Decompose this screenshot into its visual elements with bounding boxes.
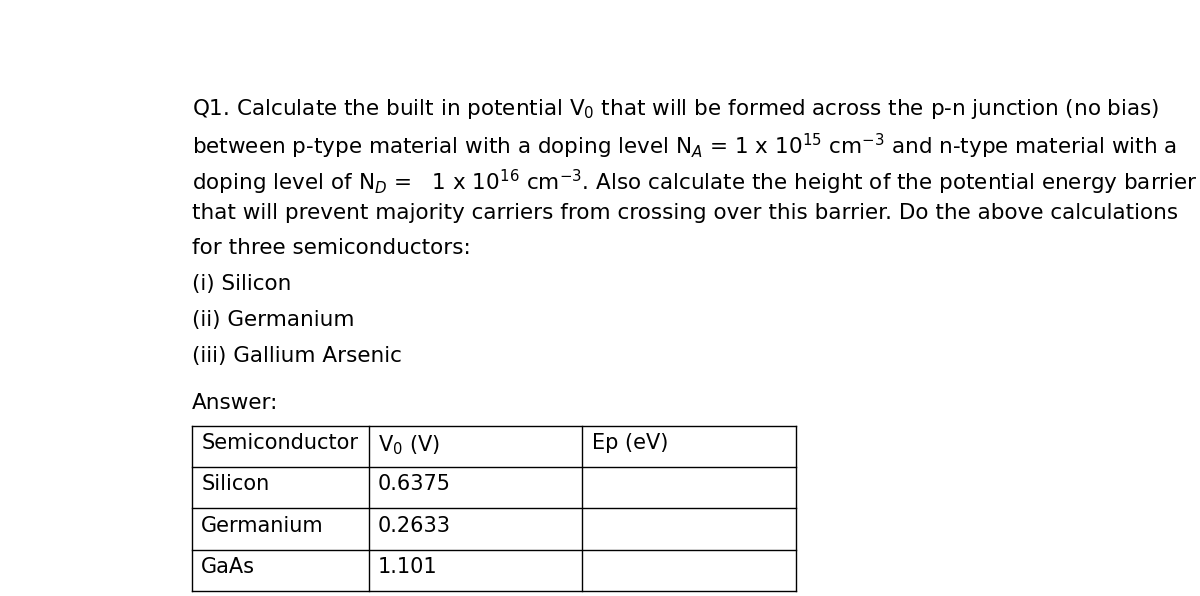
Text: between p-type material with a doping level N$_A$ = 1 x 10$^{15}$ cm$^{-3}$ and : between p-type material with a doping le… — [192, 132, 1177, 162]
Text: doping level of N$_D$ =   1 x 10$^{16}$ cm$^{-3}$. Also calculate the height of : doping level of N$_D$ = 1 x 10$^{16}$ cm… — [192, 167, 1198, 197]
Text: (i) Silicon: (i) Silicon — [192, 274, 292, 294]
Text: that will prevent majority carriers from crossing over this barrier. Do the abov: that will prevent majority carriers from… — [192, 203, 1178, 223]
Text: Germanium: Germanium — [202, 516, 324, 536]
Text: for three semiconductors:: for three semiconductors: — [192, 238, 470, 258]
Text: 0.2633: 0.2633 — [378, 516, 451, 536]
Text: 1.101: 1.101 — [378, 557, 438, 577]
Text: 0.6375: 0.6375 — [378, 474, 451, 495]
Text: GaAs: GaAs — [202, 557, 256, 577]
Text: (ii) Germanium: (ii) Germanium — [192, 310, 354, 330]
Text: V$_0$ (V): V$_0$ (V) — [378, 433, 439, 457]
Text: Q1. Calculate the built in potential V$_0$ that will be formed across the p-n ju: Q1. Calculate the built in potential V$_… — [192, 97, 1159, 121]
Text: Answer:: Answer: — [192, 393, 278, 413]
Text: Semiconductor: Semiconductor — [202, 433, 358, 453]
Text: Ep (eV): Ep (eV) — [592, 433, 668, 453]
Text: Silicon: Silicon — [202, 474, 269, 495]
Text: (iii) Gallium Arsenic: (iii) Gallium Arsenic — [192, 346, 402, 366]
